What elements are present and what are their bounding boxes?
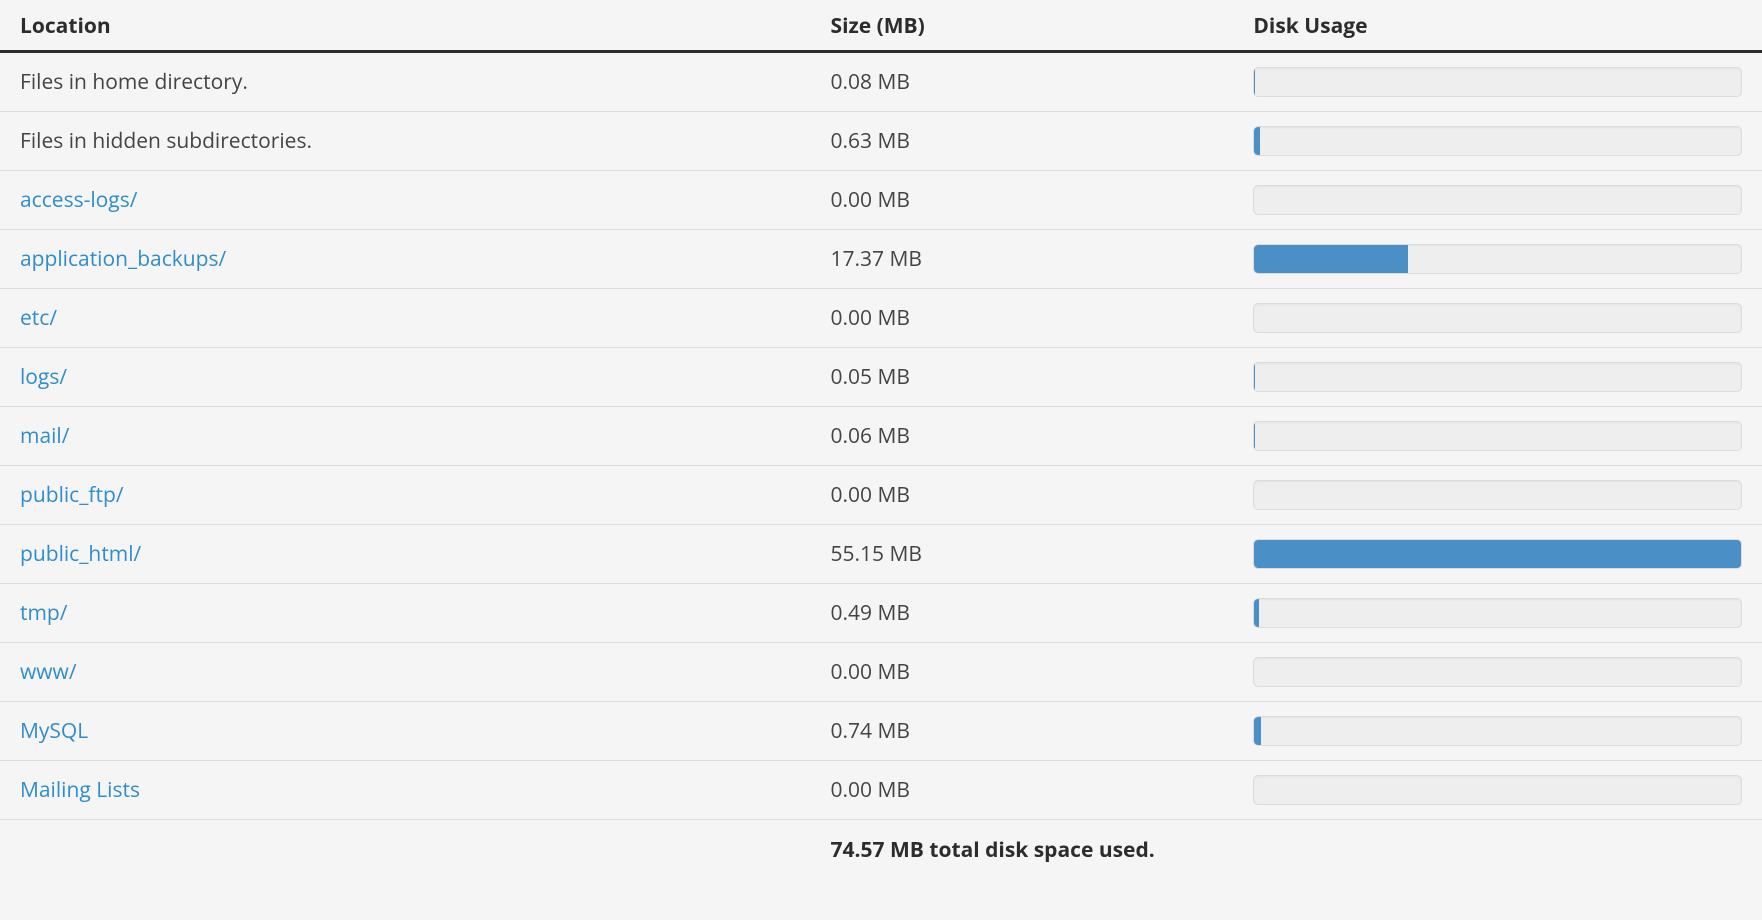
usage-bar-fill bbox=[1254, 599, 1258, 627]
location-cell: public_html/ bbox=[0, 525, 811, 584]
usage-cell bbox=[1233, 525, 1762, 584]
usage-cell bbox=[1233, 466, 1762, 525]
usage-cell bbox=[1233, 171, 1762, 230]
usage-bar-track bbox=[1253, 598, 1742, 628]
usage-bar-track bbox=[1253, 362, 1742, 392]
table-footer-row: 74.57 MB total disk space used. bbox=[0, 820, 1762, 881]
directory-link[interactable]: public_ftp/ bbox=[20, 481, 124, 509]
usage-cell bbox=[1233, 348, 1762, 407]
directory-link[interactable]: logs/ bbox=[20, 363, 67, 391]
usage-cell bbox=[1233, 112, 1762, 171]
table-row: MySQL 0.74 MB bbox=[0, 702, 1762, 761]
usage-bar-track bbox=[1253, 480, 1742, 510]
table-row: public_html/55.15 MB bbox=[0, 525, 1762, 584]
size-cell: 0.06 MB bbox=[811, 407, 1234, 466]
table-row: Files in hidden subdirectories. 0.63 MB bbox=[0, 112, 1762, 171]
usage-bar-fill bbox=[1254, 245, 1407, 273]
usage-cell bbox=[1233, 584, 1762, 643]
directory-link[interactable]: mail/ bbox=[20, 422, 69, 450]
table-row: Mailing Lists 0.00 MB bbox=[0, 761, 1762, 820]
usage-bar-fill bbox=[1254, 422, 1255, 450]
directory-link[interactable]: etc/ bbox=[20, 304, 57, 332]
location-cell: Files in home directory. bbox=[0, 52, 811, 112]
location-cell: MySQL bbox=[0, 702, 811, 761]
size-cell: 0.00 MB bbox=[811, 289, 1234, 348]
directory-link[interactable]: access-logs/ bbox=[20, 186, 137, 214]
location-label: Files in home directory. bbox=[20, 68, 248, 96]
size-cell: 0.00 MB bbox=[811, 643, 1234, 702]
size-cell: 0.00 MB bbox=[811, 171, 1234, 230]
size-cell: 0.63 MB bbox=[811, 112, 1234, 171]
header-usage: Disk Usage bbox=[1233, 0, 1762, 52]
directory-link[interactable]: application_backups/ bbox=[20, 245, 226, 273]
size-cell: 0.00 MB bbox=[811, 466, 1234, 525]
table-row: access-logs/0.00 MB bbox=[0, 171, 1762, 230]
usage-bar-fill bbox=[1254, 68, 1255, 96]
table-row: tmp/0.49 MB bbox=[0, 584, 1762, 643]
location-cell: www/ bbox=[0, 643, 811, 702]
total-disk-usage: 74.57 MB total disk space used. bbox=[811, 820, 1762, 881]
directory-link[interactable]: www/ bbox=[20, 658, 77, 686]
usage-bar-fill bbox=[1254, 127, 1260, 155]
usage-bar-fill bbox=[1254, 717, 1261, 745]
usage-bar-fill bbox=[1254, 540, 1741, 568]
location-label: Files in hidden subdirectories. bbox=[20, 127, 312, 155]
directory-link[interactable]: tmp/ bbox=[20, 599, 67, 627]
size-cell: 0.08 MB bbox=[811, 52, 1234, 112]
location-cell: etc/ bbox=[0, 289, 811, 348]
table-row: mail/0.06 MB bbox=[0, 407, 1762, 466]
usage-cell bbox=[1233, 407, 1762, 466]
table-row: Files in home directory. 0.08 MB bbox=[0, 52, 1762, 112]
usage-bar-track bbox=[1253, 539, 1742, 569]
directory-link[interactable]: public_html/ bbox=[20, 540, 141, 568]
size-cell: 0.49 MB bbox=[811, 584, 1234, 643]
usage-bar-track bbox=[1253, 303, 1742, 333]
location-cell: access-logs/ bbox=[0, 171, 811, 230]
usage-bar-track bbox=[1253, 716, 1742, 746]
location-cell: application_backups/ bbox=[0, 230, 811, 289]
usage-cell bbox=[1233, 761, 1762, 820]
usage-bar-track bbox=[1253, 185, 1742, 215]
size-cell: 0.74 MB bbox=[811, 702, 1234, 761]
usage-cell bbox=[1233, 52, 1762, 112]
directory-link[interactable]: MySQL bbox=[20, 717, 88, 745]
location-cell: logs/ bbox=[0, 348, 811, 407]
location-cell: public_ftp/ bbox=[0, 466, 811, 525]
header-size: Size (MB) bbox=[811, 0, 1234, 52]
table-row: application_backups/17.37 MB bbox=[0, 230, 1762, 289]
usage-bar-track bbox=[1253, 775, 1742, 805]
footer-spacer bbox=[0, 820, 811, 881]
location-cell: Files in hidden subdirectories. bbox=[0, 112, 811, 171]
size-cell: 0.00 MB bbox=[811, 761, 1234, 820]
table-row: logs/0.05 MB bbox=[0, 348, 1762, 407]
table-header-row: Location Size (MB) Disk Usage bbox=[0, 0, 1762, 52]
size-cell: 17.37 MB bbox=[811, 230, 1234, 289]
table-row: public_ftp/0.00 MB bbox=[0, 466, 1762, 525]
usage-cell bbox=[1233, 643, 1762, 702]
directory-link[interactable]: Mailing Lists bbox=[20, 776, 140, 804]
disk-usage-panel: Location Size (MB) Disk Usage Files in h… bbox=[0, 0, 1762, 880]
usage-bar-track bbox=[1253, 244, 1742, 274]
usage-cell bbox=[1233, 702, 1762, 761]
disk-usage-table: Location Size (MB) Disk Usage Files in h… bbox=[0, 0, 1762, 880]
table-row: etc/0.00 MB bbox=[0, 289, 1762, 348]
usage-bar-track bbox=[1253, 67, 1742, 97]
size-cell: 0.05 MB bbox=[811, 348, 1234, 407]
usage-bar-track bbox=[1253, 126, 1742, 156]
location-cell: Mailing Lists bbox=[0, 761, 811, 820]
usage-cell bbox=[1233, 289, 1762, 348]
size-cell: 55.15 MB bbox=[811, 525, 1234, 584]
location-cell: tmp/ bbox=[0, 584, 811, 643]
usage-bar-track bbox=[1253, 421, 1742, 451]
usage-bar-track bbox=[1253, 657, 1742, 687]
usage-cell bbox=[1233, 230, 1762, 289]
header-location: Location bbox=[0, 0, 811, 52]
table-row: www/0.00 MB bbox=[0, 643, 1762, 702]
location-cell: mail/ bbox=[0, 407, 811, 466]
